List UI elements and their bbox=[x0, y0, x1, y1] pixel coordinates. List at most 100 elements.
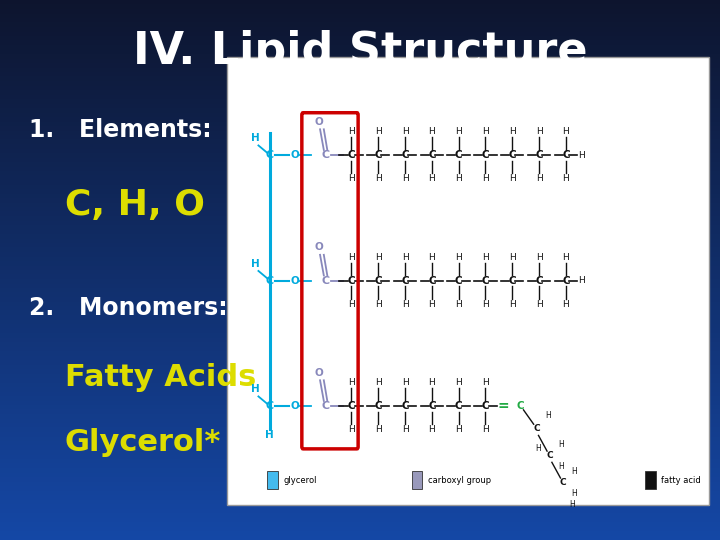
Text: C: C bbox=[348, 401, 355, 411]
Text: H: H bbox=[482, 174, 489, 183]
Bar bbox=[0, 158, 720, 162]
Bar bbox=[0, 355, 720, 360]
Text: H: H bbox=[558, 440, 564, 449]
Bar bbox=[0, 495, 720, 500]
Bar bbox=[0, 405, 720, 409]
Text: C: C bbox=[562, 150, 570, 160]
Bar bbox=[0, 207, 720, 212]
Bar bbox=[0, 342, 720, 347]
Bar bbox=[0, 517, 720, 522]
Text: 2.   Monomers:: 2. Monomers: bbox=[29, 296, 228, 320]
Bar bbox=[0, 50, 720, 54]
Text: H: H bbox=[482, 127, 489, 137]
Bar bbox=[0, 500, 720, 504]
Bar bbox=[0, 202, 720, 207]
Bar bbox=[0, 328, 720, 333]
Bar bbox=[0, 14, 720, 18]
Bar bbox=[0, 77, 720, 81]
Text: fatty acid: fatty acid bbox=[661, 476, 701, 485]
Bar bbox=[0, 446, 720, 450]
Bar bbox=[0, 112, 720, 117]
Text: H: H bbox=[251, 133, 259, 143]
Bar bbox=[0, 392, 720, 396]
Text: H: H bbox=[509, 174, 516, 183]
Bar bbox=[0, 247, 720, 252]
Bar bbox=[0, 293, 720, 297]
Bar bbox=[0, 18, 720, 23]
Text: C, H, O: C, H, O bbox=[65, 188, 204, 222]
Text: C: C bbox=[348, 150, 355, 160]
Bar bbox=[227, 57, 709, 505]
Bar bbox=[0, 81, 720, 85]
Text: H: H bbox=[482, 379, 489, 388]
Bar bbox=[0, 185, 720, 189]
Bar bbox=[0, 72, 720, 77]
Bar bbox=[0, 85, 720, 90]
Text: H: H bbox=[455, 425, 462, 434]
Text: C: C bbox=[535, 276, 543, 286]
Bar bbox=[0, 432, 720, 436]
Bar bbox=[0, 131, 720, 135]
Text: O: O bbox=[291, 276, 300, 286]
Text: C: C bbox=[546, 451, 553, 460]
Text: H: H bbox=[402, 127, 408, 137]
Text: H: H bbox=[402, 425, 408, 434]
Text: C: C bbox=[322, 276, 330, 286]
Bar bbox=[0, 252, 720, 256]
Bar bbox=[0, 310, 720, 315]
Bar bbox=[0, 486, 720, 490]
Bar bbox=[0, 243, 720, 247]
Bar bbox=[0, 378, 720, 382]
Bar bbox=[0, 531, 720, 536]
Bar bbox=[0, 144, 720, 148]
Bar bbox=[0, 472, 720, 477]
Text: C: C bbox=[455, 150, 462, 160]
Text: C: C bbox=[266, 150, 274, 160]
Bar bbox=[0, 54, 720, 58]
Text: H: H bbox=[375, 174, 382, 183]
Text: H: H bbox=[348, 425, 355, 434]
Bar bbox=[0, 297, 720, 301]
Bar bbox=[0, 256, 720, 261]
Text: =: = bbox=[497, 399, 508, 413]
Bar bbox=[0, 504, 720, 509]
Text: H: H bbox=[536, 127, 542, 137]
Bar bbox=[0, 171, 720, 176]
Bar bbox=[0, 382, 720, 387]
Bar bbox=[0, 401, 720, 405]
Bar bbox=[0, 193, 720, 198]
Bar bbox=[0, 428, 720, 432]
Bar bbox=[0, 0, 720, 4]
Bar bbox=[0, 239, 720, 243]
Bar bbox=[0, 40, 720, 45]
Text: C: C bbox=[428, 401, 436, 411]
Text: O: O bbox=[315, 368, 323, 377]
Text: C: C bbox=[428, 276, 436, 286]
Text: C: C bbox=[374, 401, 382, 411]
Text: H: H bbox=[428, 300, 435, 308]
Bar bbox=[0, 9, 720, 14]
Bar bbox=[0, 4, 720, 9]
Bar bbox=[267, 471, 278, 489]
Bar bbox=[0, 455, 720, 459]
Text: H: H bbox=[579, 151, 585, 160]
Text: C: C bbox=[455, 401, 462, 411]
Bar bbox=[0, 135, 720, 139]
Text: H: H bbox=[482, 425, 489, 434]
Bar bbox=[0, 468, 720, 472]
Text: O: O bbox=[291, 150, 300, 160]
Text: H: H bbox=[375, 379, 382, 388]
Bar bbox=[0, 230, 720, 234]
Text: C: C bbox=[401, 150, 409, 160]
Text: C: C bbox=[482, 401, 489, 411]
Text: C: C bbox=[560, 478, 567, 487]
Bar bbox=[0, 45, 720, 50]
Text: glycerol: glycerol bbox=[283, 476, 317, 485]
Bar bbox=[0, 31, 720, 36]
Bar bbox=[0, 459, 720, 463]
Text: H: H bbox=[536, 253, 542, 262]
Bar bbox=[0, 23, 720, 27]
Text: C: C bbox=[508, 150, 516, 160]
Bar bbox=[0, 364, 720, 369]
Bar bbox=[0, 220, 720, 225]
